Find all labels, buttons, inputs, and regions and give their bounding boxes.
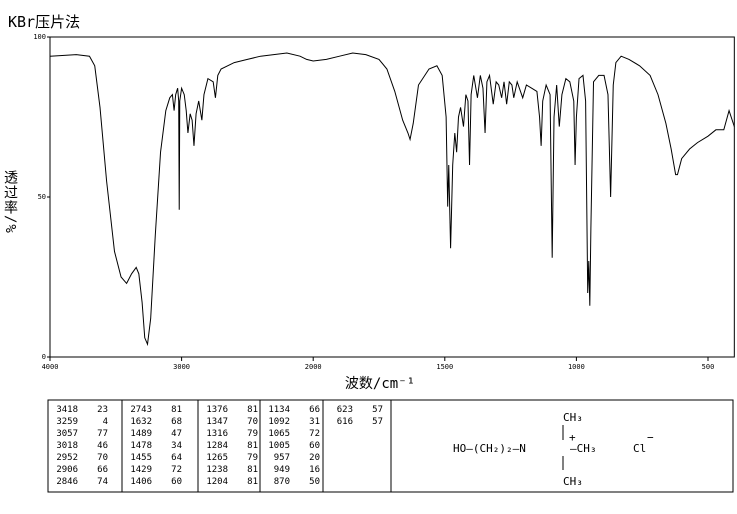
peak-wavenumber: 1065 [268, 429, 290, 439]
peak-transmittance: 66 [309, 405, 320, 415]
peak-transmittance: 46 [97, 441, 108, 451]
peak-wavenumber: 949 [274, 465, 290, 475]
peak-transmittance: 57 [372, 417, 383, 427]
peak-transmittance: 68 [171, 417, 182, 427]
peak-transmittance: 81 [247, 477, 258, 487]
peak-wavenumber: 616 [337, 417, 353, 427]
x-tick-label: 3000 [173, 363, 190, 371]
peak-transmittance: 70 [247, 417, 258, 427]
structure-anion: Cl [633, 442, 646, 455]
y-axis-label: 透过率/% [2, 170, 18, 234]
peak-transmittance: 16 [309, 465, 320, 475]
peak-wavenumber: 1134 [268, 405, 290, 415]
structure-bottom: CH₃ [563, 475, 583, 488]
peak-wavenumber: 870 [274, 477, 290, 487]
peak-wavenumber: 1406 [130, 477, 152, 487]
peak-transmittance: 70 [97, 453, 108, 463]
peak-transmittance: 4 [103, 417, 108, 427]
structure-top: CH₃ [563, 411, 583, 424]
peak-transmittance: 81 [171, 405, 182, 415]
structure-charge: + [569, 431, 576, 444]
peak-transmittance: 34 [171, 441, 182, 451]
peak-transmittance: 64 [171, 453, 182, 463]
peak-wavenumber: 3259 [56, 417, 78, 427]
y-tick-label: 100 [33, 33, 46, 41]
peak-wavenumber: 2846 [56, 477, 78, 487]
peak-transmittance: 81 [247, 465, 258, 475]
peak-wavenumber: 3018 [56, 441, 78, 451]
peak-transmittance: 60 [309, 441, 320, 451]
peak-wavenumber: 2743 [130, 405, 152, 415]
peak-wavenumber: 957 [274, 453, 290, 463]
peak-wavenumber: 1092 [268, 417, 290, 427]
x-tick-label: 1000 [568, 363, 585, 371]
spectrum-line [49, 52, 735, 347]
peak-transmittance: 72 [171, 465, 182, 475]
peak-transmittance: 77 [97, 429, 108, 439]
y-tick-label: 0 [42, 353, 46, 361]
x-tick-label: 2000 [305, 363, 322, 371]
structure-anion-charge: − [647, 431, 654, 444]
structure-left: HO—(CH₂)₂—N [453, 442, 526, 455]
table-dividers [121, 400, 392, 492]
peak-transmittance: 47 [171, 429, 182, 439]
peak-wavenumber: 1347 [206, 417, 228, 427]
peak-transmittance: 79 [247, 429, 258, 439]
peak-transmittance: 50 [309, 477, 320, 487]
x-tick-label: 500 [702, 363, 715, 371]
peak-transmittance: 72 [309, 429, 320, 439]
structure-right: —CH₃ [570, 442, 597, 455]
peak-transmittance: 57 [372, 405, 383, 415]
peak-wavenumber: 1376 [206, 405, 228, 415]
peak-transmittance: 79 [247, 453, 258, 463]
peak-wavenumber: 1489 [130, 429, 152, 439]
peak-wavenumber: 1238 [206, 465, 228, 475]
y-tick-label: 50 [38, 193, 46, 201]
peak-wavenumber: 1455 [130, 453, 152, 463]
peak-wavenumber: 3418 [56, 405, 78, 415]
x-axis-label: 波数/cm⁻¹ [345, 376, 415, 392]
peak-transmittance: 81 [247, 441, 258, 451]
peak-wavenumber: 1632 [130, 417, 152, 427]
peak-wavenumber: 2952 [56, 453, 78, 463]
peak-wavenumber: 623 [337, 405, 353, 415]
peak-wavenumber: 3057 [56, 429, 78, 439]
peak-transmittance: 81 [247, 405, 258, 415]
peak-wavenumber: 1478 [130, 441, 152, 451]
chart-title: KBr压片法 [8, 13, 80, 31]
peak-transmittance: 60 [171, 477, 182, 487]
peak-transmittance: 74 [97, 477, 108, 487]
peak-transmittance: 31 [309, 417, 320, 427]
peak-wavenumber: 2906 [56, 465, 78, 475]
x-tick-label: 4000 [42, 363, 59, 371]
peak-transmittance: 23 [97, 405, 108, 415]
peak-transmittance: 20 [309, 453, 320, 463]
peak-wavenumber: 1429 [130, 465, 152, 475]
x-tick-label: 1500 [436, 363, 453, 371]
peak-wavenumber: 1265 [206, 453, 228, 463]
peak-wavenumber: 1284 [206, 441, 228, 451]
peak-wavenumber: 1204 [206, 477, 228, 487]
peak-wavenumber: 1316 [206, 429, 228, 439]
peak-wavenumber: 1005 [268, 441, 290, 451]
peak-transmittance: 66 [97, 465, 108, 475]
